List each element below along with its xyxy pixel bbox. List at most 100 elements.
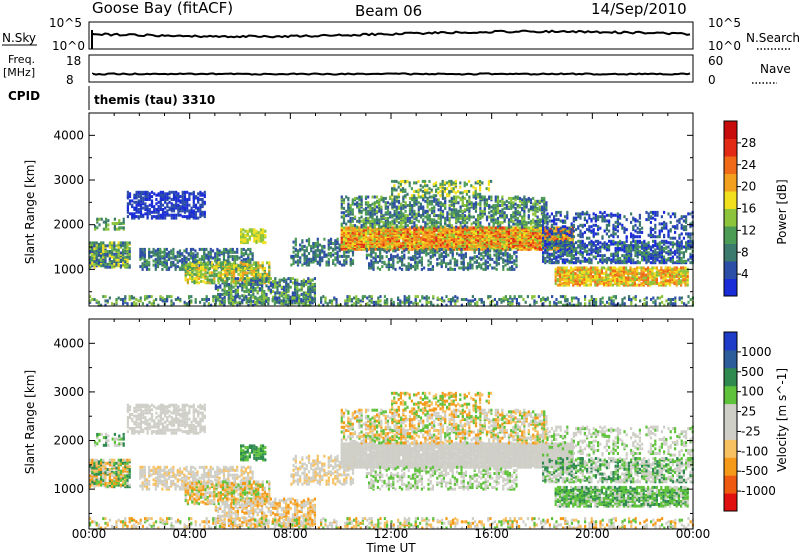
- power-cell: [404, 188, 407, 192]
- power-cell: [219, 300, 222, 303]
- power-cell: [356, 240, 359, 244]
- power-cell: [312, 246, 315, 250]
- power-cell: [222, 257, 226, 261]
- power-cell: [197, 192, 200, 196]
- power-cell: [252, 269, 255, 273]
- power-cell: [170, 202, 173, 206]
- power-cell: [481, 209, 484, 213]
- power-cell: [111, 260, 114, 263]
- power-cell: [246, 267, 249, 270]
- power-cell: [360, 215, 363, 219]
- power-cell: [474, 218, 478, 222]
- power-cell: [439, 216, 442, 220]
- power-cell: [383, 249, 386, 253]
- power-cell: [538, 208, 541, 212]
- power-cell: [349, 208, 352, 212]
- power-cell: [398, 256, 401, 260]
- power-cell: [370, 259, 373, 263]
- power-cell: [97, 242, 100, 246]
- power-cell: [466, 215, 469, 219]
- power-cell: [499, 209, 502, 213]
- power-cell: [247, 253, 250, 257]
- power-cell: [375, 195, 379, 199]
- power-cell: [462, 253, 465, 257]
- power-cell: [413, 181, 416, 185]
- power-cell: [448, 199, 451, 203]
- power-cell: [384, 196, 387, 200]
- power-cell: [504, 249, 507, 253]
- power-cell: [311, 282, 314, 286]
- power-cell: [95, 251, 98, 255]
- power-cell: [115, 258, 118, 262]
- power-cell: [300, 282, 303, 286]
- power-cell: [342, 201, 346, 205]
- power-cell: [481, 242, 484, 246]
- power-cell: [100, 258, 103, 262]
- power-cell: [255, 277, 258, 281]
- power-cell: [536, 222, 539, 226]
- power-cell: [507, 225, 511, 229]
- power-cell: [164, 196, 167, 200]
- power-cell: [470, 239, 473, 243]
- power-cell: [137, 210, 140, 214]
- power-cell: [384, 201, 387, 205]
- power-cell: [430, 199, 434, 203]
- power-cell: [532, 202, 535, 206]
- power-cell: [418, 259, 421, 263]
- power-cell: [139, 203, 143, 207]
- power-cell: [214, 259, 217, 263]
- power-cell: [154, 267, 157, 271]
- power-cell: [96, 217, 99, 221]
- power-cell: [307, 260, 311, 264]
- power-cell: [228, 261, 231, 265]
- power-cell: [208, 278, 211, 282]
- power-cell: [435, 227, 438, 231]
- power-cell: [490, 209, 493, 213]
- power-cell: [502, 252, 505, 256]
- power-cell: [102, 250, 105, 253]
- power-cell: [447, 262, 450, 266]
- power-cell: [437, 214, 440, 218]
- power-cell: [108, 254, 111, 258]
- power-cell: [268, 272, 271, 276]
- power-cell: [307, 285, 310, 289]
- power-cell: [239, 264, 242, 268]
- freq-unit: [MHz]: [3, 66, 35, 79]
- power-cell: [340, 254, 344, 258]
- power-cell: [494, 204, 497, 207]
- power-cell: [146, 205, 149, 209]
- power-cell: [422, 209, 425, 213]
- power-cell: [492, 204, 495, 207]
- power-cell: [298, 282, 301, 286]
- power-cell: [122, 217, 125, 221]
- power-cell: [515, 263, 518, 267]
- power-cell: [255, 272, 258, 276]
- power-cell: [505, 204, 508, 207]
- power-cell: [543, 196, 546, 200]
- power-cell: [353, 229, 357, 233]
- power-cell: [241, 262, 244, 266]
- power-cell: [176, 259, 179, 263]
- power-cell: [461, 195, 464, 199]
- power-cell: [133, 212, 136, 216]
- power-cell: [514, 222, 517, 226]
- power-cell: [360, 195, 363, 199]
- power-cell: [183, 255, 186, 259]
- power-cell: [135, 206, 138, 210]
- power-cell: [406, 204, 409, 207]
- power-cell: [154, 252, 157, 256]
- power-cell: [236, 255, 239, 259]
- power-cell: [382, 232, 385, 236]
- power-cell: [406, 216, 409, 220]
- power-cell: [527, 196, 530, 200]
- power-cell: [314, 244, 317, 248]
- power-cell: [343, 250, 346, 254]
- power-cell: [428, 225, 431, 229]
- power-cell: [523, 219, 526, 223]
- power-cell: [234, 291, 237, 295]
- power-cell: [161, 215, 165, 219]
- power-cell: [296, 281, 299, 285]
- power-cell: [501, 214, 504, 218]
- power-cell: [436, 257, 439, 261]
- power-cell: [303, 249, 306, 253]
